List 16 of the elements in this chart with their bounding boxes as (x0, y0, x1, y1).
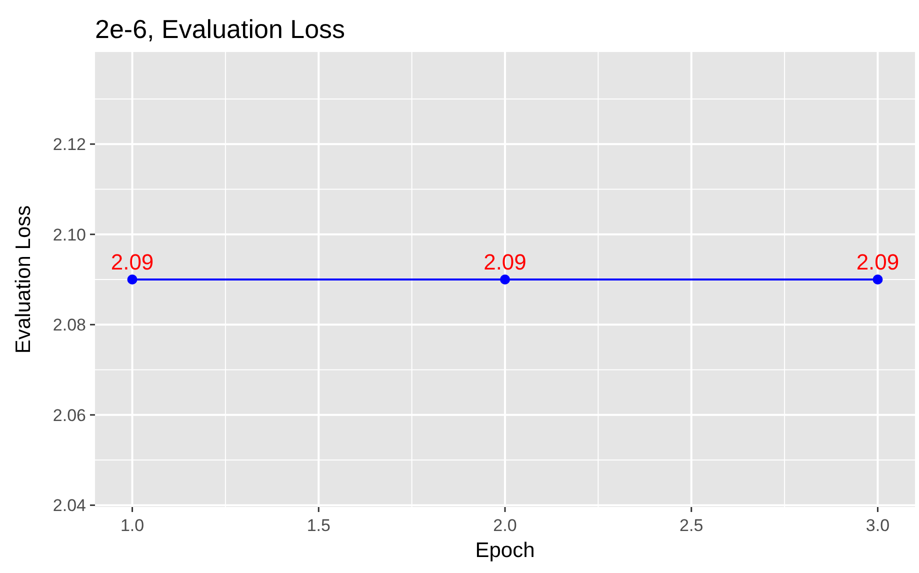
data-label: 2.09 (110, 250, 154, 274)
x-axis-title: Epoch (475, 539, 535, 562)
data-label: 2.09 (484, 250, 526, 274)
y-tick-label: 2.10 (52, 225, 86, 244)
y-tick-label: 2.12 (52, 135, 86, 154)
x-tick-label: 2.0 (493, 516, 517, 535)
chart-title: 2e-6, Evaluation Loss (95, 14, 346, 44)
y-axis-title: Evaluation Loss (12, 205, 35, 354)
y-tick-label: 2.06 (52, 406, 86, 425)
x-tick-label: 3.0 (866, 516, 890, 535)
x-tick-label: 2.5 (680, 516, 704, 535)
x-tick-label: 1.5 (306, 516, 330, 535)
data-label: 2.09 (856, 250, 900, 274)
y-tick-label: 2.04 (52, 496, 86, 516)
x-tick-label: 1.0 (120, 516, 144, 535)
y-tick-label: 2.08 (52, 316, 86, 335)
